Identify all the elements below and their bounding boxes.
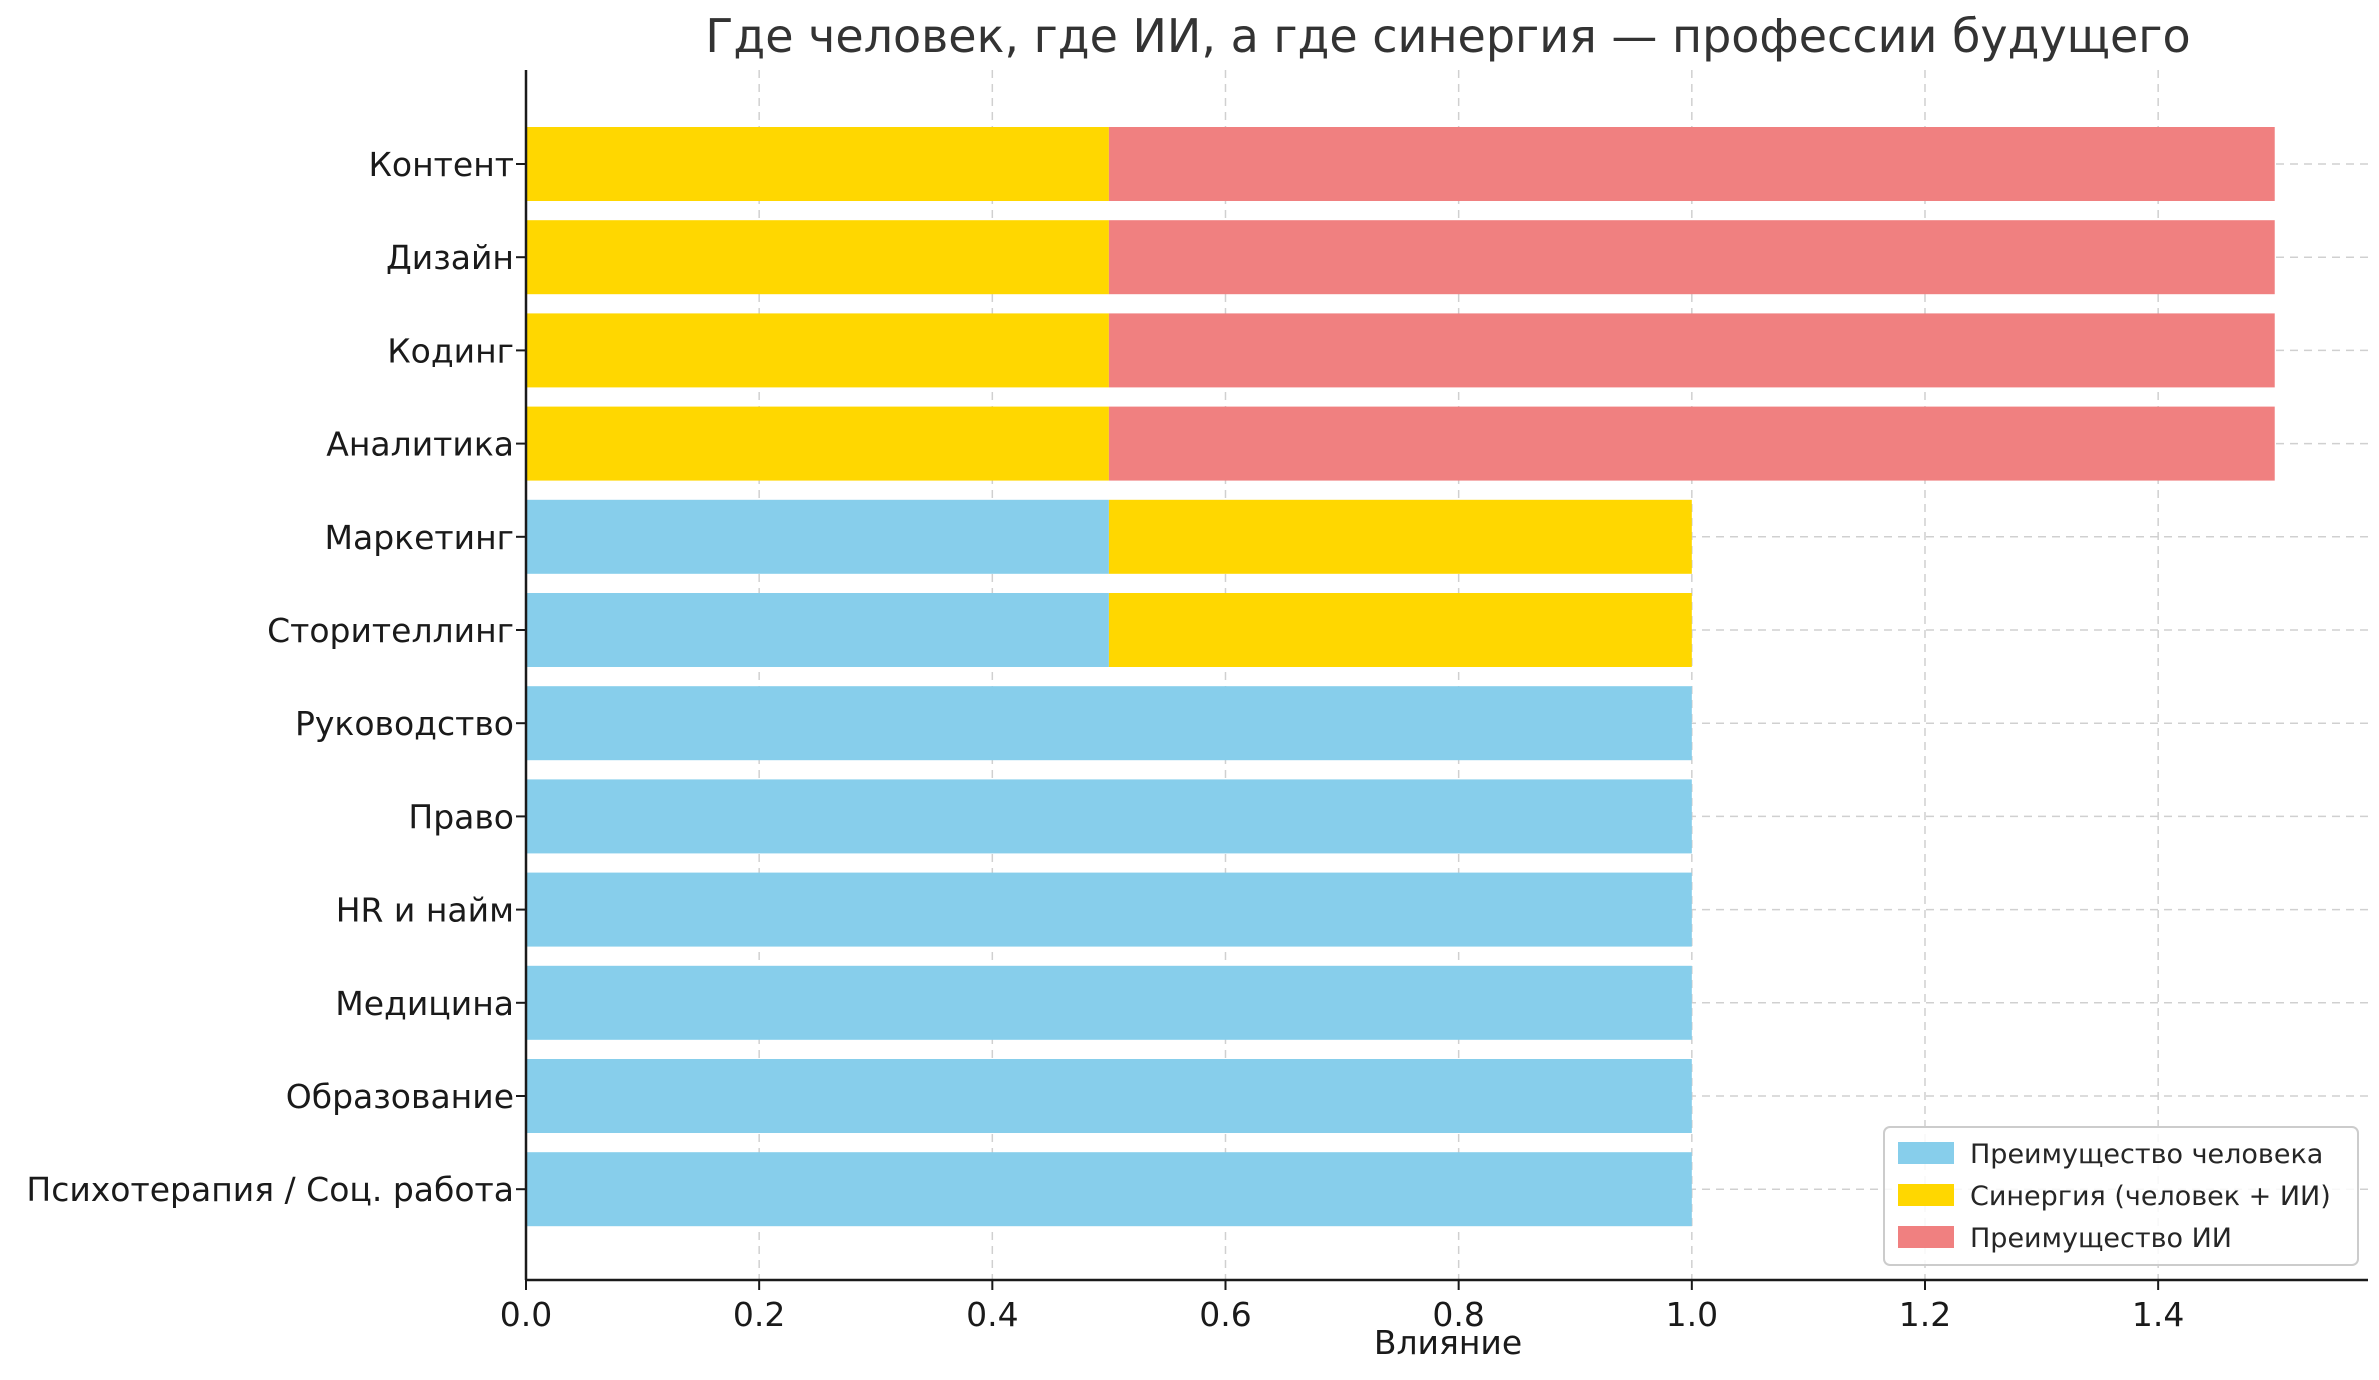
bar-segment [526, 220, 1109, 295]
bar-segment [526, 593, 1109, 667]
legend-swatch [1898, 1226, 1954, 1248]
bars [526, 127, 2275, 1227]
x-tick-label: 1.0 [1666, 1295, 1718, 1334]
bar-segment [526, 965, 1692, 1040]
bar-segment [1108, 499, 1692, 574]
category-label: Маркетинг [325, 518, 514, 557]
category-label: Руководство [295, 704, 514, 743]
legend-swatch [1898, 1184, 1954, 1206]
bar-segment [526, 779, 1692, 854]
category-label: Сторителлинг [267, 611, 514, 650]
category-label: Медицина [335, 984, 514, 1023]
x-tick-label: 0.6 [1199, 1295, 1251, 1334]
category-label: Психотерапия / Соц. работа [26, 1170, 514, 1209]
bar-segment [1108, 593, 1692, 667]
legend-label[interactable]: Синергия (человек + ИИ) [1970, 1181, 2331, 1212]
labels: 0.0 0.2 0.4 0.6 0.8 1.0 1.2 1.4 Контент Дизайн Код… [26, 145, 2184, 1334]
category-label: Дизайн [386, 238, 514, 277]
category-label: Контент [368, 145, 514, 184]
x-tick-label: 0.2 [733, 1295, 785, 1334]
legend-box [1883, 1126, 2359, 1266]
legend-label[interactable]: Преимущество ИИ [1970, 1223, 2232, 1254]
category-label: Кодинг [387, 331, 514, 370]
legend-swatch [1898, 1142, 1954, 1164]
x-tick-label: 0.8 [1432, 1295, 1484, 1334]
bar-segment [1108, 127, 2275, 201]
category-label: Аналитика [326, 425, 514, 464]
chart-title: Где человек, где ИИ, а где синергия — пр… [705, 9, 2190, 63]
x-tick-label: 1.2 [1899, 1295, 1951, 1334]
bar-segment [526, 872, 1692, 947]
legend[interactable]: Преимущество человека Синергия (человек +… [1883, 1126, 2359, 1266]
bar-segment [526, 1059, 1692, 1133]
legend-label[interactable]: Преимущество человека [1970, 1139, 2323, 1170]
bar-segment [526, 499, 1109, 574]
bar-segment [1108, 220, 2275, 295]
bar-segment [526, 1152, 1692, 1227]
axes [516, 70, 2368, 1290]
category-label: Образование [286, 1077, 514, 1116]
bar-segment [526, 686, 1692, 761]
x-tick-label: 0.4 [966, 1295, 1018, 1334]
bar-segment [526, 313, 1109, 388]
category-label: HR и найм [336, 891, 514, 930]
x-tick-label: 0.0 [500, 1295, 552, 1334]
category-label: Право [408, 797, 514, 836]
x-tick-label: 1.4 [2132, 1295, 2184, 1334]
bar-segment [1108, 406, 2275, 481]
bar-segment [526, 127, 1109, 201]
x-axis-label: Влияние [1374, 1323, 1522, 1362]
bar-segment [526, 406, 1109, 481]
bar-segment [1108, 313, 2275, 388]
